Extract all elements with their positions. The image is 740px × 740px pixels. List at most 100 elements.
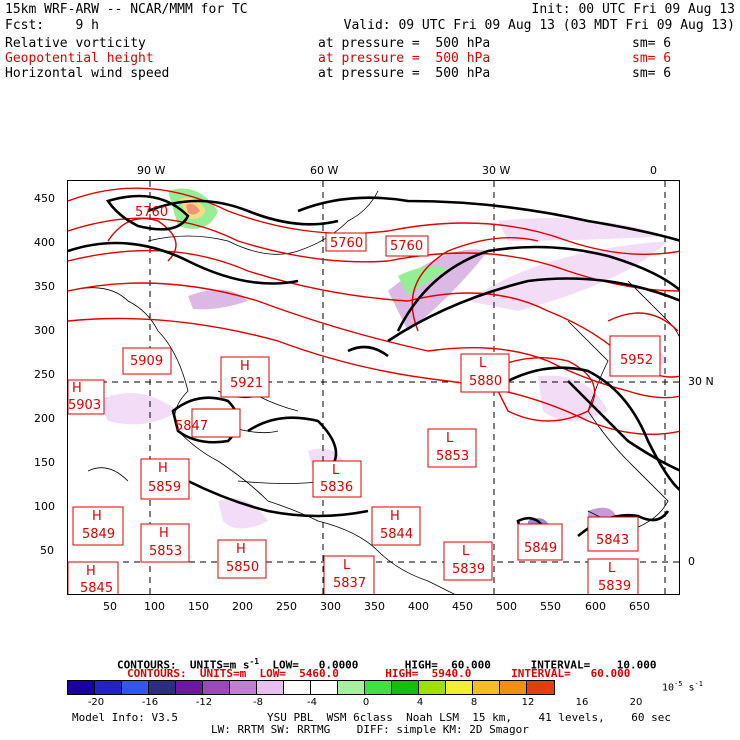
valid-time: Valid: 09 UTC Fri 09 Aug 13 (03 MDT Fri … bbox=[343, 18, 735, 33]
x-tick: 100 bbox=[144, 600, 165, 613]
lon-label-90w: 90 W bbox=[137, 164, 166, 177]
physics-info-line1: YSU PBL WSM 6class Noah LSM 15 km, 41 le… bbox=[267, 711, 671, 724]
colorbar-swatch bbox=[527, 681, 554, 694]
pressure-type: H bbox=[86, 564, 96, 579]
field-level-wind: at pressure = 500 hPa bbox=[318, 66, 491, 81]
field-level-vorticity: at pressure = 500 hPa bbox=[318, 36, 491, 51]
pressure-type: L bbox=[446, 431, 454, 446]
init-time: Init: 00 UTC Fri 09 Aug 13 bbox=[531, 2, 736, 17]
height-label: 5845 bbox=[80, 581, 114, 595]
x-tick: 450 bbox=[452, 600, 473, 613]
y-tick: 200 bbox=[34, 412, 55, 425]
height-label: 5760 bbox=[330, 236, 364, 251]
wind-contour-sup: -1 bbox=[249, 657, 260, 666]
pressure-type: L bbox=[608, 561, 616, 576]
colorbar-swatch bbox=[284, 681, 311, 694]
pressure-boxes bbox=[68, 232, 661, 594]
pressure-type: L bbox=[479, 356, 487, 371]
colorbar-swatch bbox=[68, 681, 95, 694]
height-label: 5903 bbox=[68, 398, 102, 413]
colorbar-swatch bbox=[365, 681, 392, 694]
colorbar-tick: 0 bbox=[362, 697, 370, 708]
height-label: 5853 bbox=[436, 449, 470, 464]
forecast-hour: Fcst: 9 h bbox=[5, 18, 99, 33]
height-label: 5850 bbox=[226, 560, 260, 575]
field-sm-vorticity: sm= 6 bbox=[632, 36, 672, 51]
height-label: 5909 bbox=[130, 354, 164, 369]
lat-label-30n: 30 N bbox=[688, 375, 714, 388]
colorbar-swatch bbox=[392, 681, 419, 694]
pressure-type: H bbox=[390, 509, 400, 524]
height-label: 5921 bbox=[230, 376, 264, 391]
lat-label-0: 0 bbox=[688, 555, 695, 568]
colorbar-tick: -20 bbox=[87, 697, 105, 708]
x-tick: 550 bbox=[540, 600, 561, 613]
wind-speed-contours bbox=[68, 194, 679, 547]
map-panel: 5760 5760 5760 5909 H 5921 H 5903 5847 H… bbox=[67, 180, 680, 595]
height-label: 5843 bbox=[596, 533, 630, 548]
x-tick: 50 bbox=[103, 600, 117, 613]
map-canvas bbox=[68, 181, 679, 594]
pressure-type: H bbox=[159, 526, 169, 541]
colorbar-swatch bbox=[311, 681, 338, 694]
colorbar-tick: 16 bbox=[575, 697, 589, 708]
pressure-type: L bbox=[332, 463, 340, 478]
colorbar-tick: 12 bbox=[521, 697, 535, 708]
colorbar-swatch bbox=[176, 681, 203, 694]
colorbar-swatch bbox=[122, 681, 149, 694]
x-tick: 400 bbox=[408, 600, 429, 613]
pressure-type: H bbox=[158, 461, 168, 476]
y-tick: 300 bbox=[34, 324, 55, 337]
x-tick: 300 bbox=[320, 600, 341, 613]
height-label: 5836 bbox=[320, 480, 354, 495]
x-tick: 600 bbox=[585, 600, 606, 613]
lon-label-0: 0 bbox=[650, 164, 657, 177]
field-name-vorticity: Relative vorticity bbox=[5, 36, 146, 51]
colorbar-tick: -12 bbox=[195, 697, 213, 708]
colorbar-tick: 20 bbox=[629, 697, 643, 708]
x-tick: 650 bbox=[629, 600, 650, 613]
x-tick: 500 bbox=[496, 600, 517, 613]
field-name-wind: Horizontal wind speed bbox=[5, 66, 170, 81]
height-label: 5853 bbox=[149, 544, 183, 559]
colorbar-swatch bbox=[500, 681, 527, 694]
height-label: 5859 bbox=[148, 480, 182, 495]
model-title: 15km WRF-ARW -- NCAR/MMM for TC bbox=[5, 2, 248, 17]
physics-info-line2: LW: RRTM SW: RRTMG DIFF: simple KM: 2D S… bbox=[211, 723, 529, 736]
colorbar-tick: -4 bbox=[307, 697, 317, 708]
x-tick: 350 bbox=[364, 600, 385, 613]
colorbar-swatch bbox=[338, 681, 365, 694]
x-tick: 150 bbox=[188, 600, 209, 613]
colorbar-swatch bbox=[419, 681, 446, 694]
height-label: 5839 bbox=[452, 562, 486, 577]
y-tick: 450 bbox=[34, 192, 55, 205]
pressure-type: L bbox=[462, 544, 470, 559]
field-name-geopotential: Geopotential height bbox=[5, 51, 154, 66]
height-label: 5849 bbox=[524, 541, 558, 556]
height-label: 5844 bbox=[380, 527, 414, 542]
x-tick: 250 bbox=[276, 600, 297, 613]
height-label: 5760 bbox=[135, 205, 169, 220]
colorbar-tick: -16 bbox=[141, 697, 159, 708]
y-tick: 100 bbox=[34, 500, 55, 513]
lon-label-60w: 60 W bbox=[310, 164, 339, 177]
pressure-type: H bbox=[92, 509, 102, 524]
height-label: 5839 bbox=[598, 579, 632, 594]
wind-contour-legend: CONTOURS: UNITS=m s-1 LOW= 0.0000 HIGH= … bbox=[117, 656, 656, 672]
colorbar-unit-base: 10 bbox=[662, 682, 675, 694]
y-tick: 350 bbox=[34, 280, 55, 293]
colorbar-unit-exp2: -1 bbox=[694, 680, 703, 688]
colorbar-unit-rest: s bbox=[682, 682, 695, 694]
y-tick: 150 bbox=[34, 456, 55, 469]
height-label: 5837 bbox=[333, 576, 367, 591]
field-sm-geopotential: sm= 6 bbox=[632, 51, 672, 66]
y-tick: 250 bbox=[34, 368, 55, 381]
lon-label-30w: 30 W bbox=[482, 164, 511, 177]
colorbar-tick: 8 bbox=[470, 697, 478, 708]
colorbar-tick: 4 bbox=[416, 697, 424, 708]
height-contour-legend: CONTOURS: UNITS=m LOW= 5460.0 HIGH= 5940… bbox=[127, 667, 631, 680]
height-label: 5847 bbox=[175, 419, 209, 434]
colorbar-tick: -8 bbox=[253, 697, 263, 708]
colorbar bbox=[67, 680, 555, 695]
colorbar-swatch bbox=[149, 681, 176, 694]
